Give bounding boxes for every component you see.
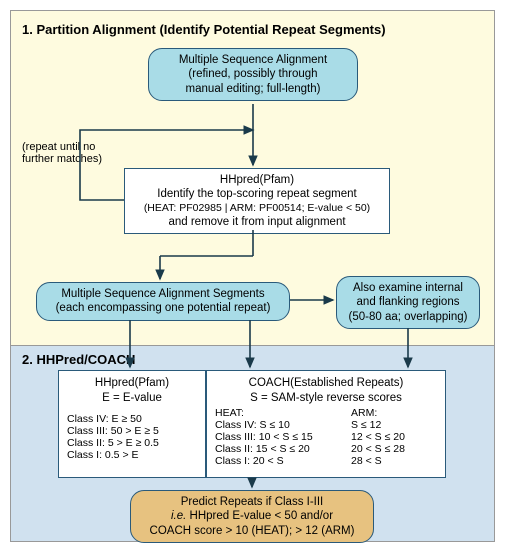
coach-r3a: Class III: 10 < S ≤ 15 (215, 431, 345, 443)
flank-box: Also examine internal and flanking regio… (336, 276, 480, 329)
hhpred-class-hdr2: E = E-value (67, 392, 197, 404)
hhpred-class-box: HHpred(Pfam) E = E-value Class IV: E ≥ 5… (58, 370, 206, 478)
coach-col2: ARM: (351, 407, 377, 419)
repeat-line2: further matches) (22, 153, 102, 165)
msa-line1: Multiple Sequence Alignment (155, 53, 351, 67)
hhpred-line3: and remove it from input alignment (131, 215, 383, 229)
hhpred-c1: Class I: 0.5 > E (67, 449, 197, 461)
segments-line2: (each encompassing one potential repeat) (43, 301, 283, 315)
coach-r2b: 20 < S ≤ 28 (351, 443, 405, 455)
predict-line1: Predict Repeats if Class I-III (137, 495, 367, 509)
predict-line2: i.e. HHpred E-value < 50 and/or (137, 509, 367, 523)
repeat-annotation: (repeat until no further matches) (22, 141, 102, 165)
section1-heading: 1. Partition Alignment (Identify Potenti… (22, 22, 386, 37)
coach-r1b: 28 < S (351, 455, 382, 467)
hhpred-line1: Identify the top-scoring repeat segment (131, 187, 383, 201)
predict-line3: COACH score > 10 (HEAT); > 12 (ARM) (137, 524, 367, 538)
msa-line3: manual editing; full-length) (155, 82, 351, 96)
repeat-line1: (repeat until no (22, 141, 102, 153)
predict-italic: i.e. (171, 510, 186, 522)
coach-r3b: 12 < S ≤ 20 (351, 431, 405, 443)
msa-line2: (refined, possibly through (155, 67, 351, 81)
coach-col1: HEAT: (215, 407, 345, 419)
coach-hdr2: S = SAM-style reverse scores (215, 392, 437, 404)
coach-r1a: Class I: 20 < S (215, 455, 345, 467)
segments-line1: Multiple Sequence Alignment Segments (43, 287, 283, 301)
hhpred-title: HHpred(Pfam) (131, 173, 383, 187)
hhpred-c3: Class III: 50 > E ≥ 5 (67, 425, 197, 437)
hhpred-line2: (HEAT: PF02985 | ARM: PF00514; E-value <… (131, 202, 383, 215)
predict-line2-rest: HHpred E-value < 50 and/or (186, 510, 333, 522)
coach-hdr1: COACH(Established Repeats) (215, 377, 437, 389)
hhpred-class-hdr1: HHpred(Pfam) (67, 377, 197, 389)
flank-line2: and flanking regions (343, 295, 473, 309)
coach-class-box: COACH(Established Repeats) S = SAM-style… (206, 370, 446, 478)
msa-box: Multiple Sequence Alignment (refined, po… (148, 48, 358, 101)
flank-line1: Also examine internal (343, 281, 473, 295)
section2-heading: 2. HHPred/COACH (22, 352, 135, 367)
hhpred-identify-box: HHpred(Pfam) Identify the top-scoring re… (124, 168, 390, 234)
predict-box: Predict Repeats if Class I-III i.e. HHpr… (130, 490, 374, 543)
flank-line3: (50-80 aa; overlapping) (343, 310, 473, 324)
segments-box: Multiple Sequence Alignment Segments (ea… (36, 282, 290, 321)
coach-r4a: Class IV: S ≤ 10 (215, 419, 345, 431)
coach-r2a: Class II: 15 < S ≤ 20 (215, 443, 345, 455)
coach-r4b: S ≤ 12 (351, 419, 381, 431)
hhpred-c2: Class II: 5 > E ≥ 0.5 (67, 437, 197, 449)
hhpred-c4: Class IV: E ≥ 50 (67, 413, 197, 425)
